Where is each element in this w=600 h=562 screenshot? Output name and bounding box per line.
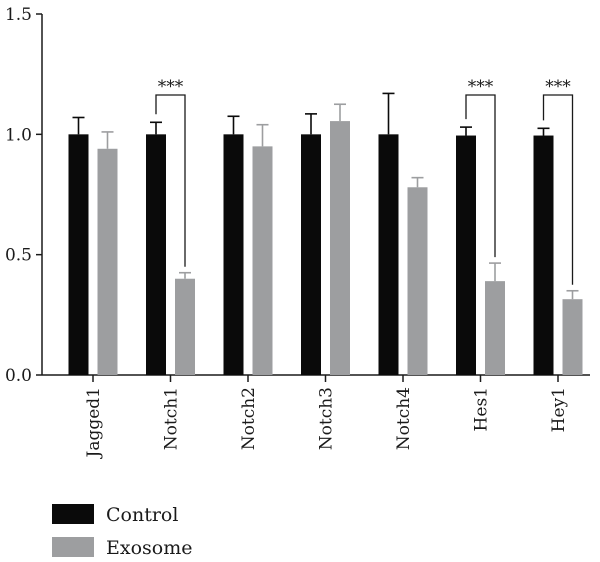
x-tick-label: Jagged1 [84,387,104,459]
bar-exosome [407,187,428,375]
legend-swatch-exosome [52,537,94,557]
x-tick-label: Notch2 [239,387,259,450]
bar-control [301,134,321,375]
y-tick-label: 0.0 [5,366,32,386]
significance-markers: *** *** *** [155,77,574,285]
legend-label-control: Control [106,504,178,526]
significance-bracket [465,94,496,258]
bar-control [456,135,476,375]
bar-exosome [252,146,273,375]
bar-exosome [330,121,350,375]
bar-control [146,134,166,375]
significance-label: *** [468,77,494,97]
x-tick-label: Notch4 [394,387,414,450]
bar-exosome [562,299,583,375]
y-tick-label: 1.0 [5,125,32,145]
y-tick-label: 0.5 [5,246,32,266]
bars [68,121,583,375]
bar-exosome [97,148,118,375]
x-tick-label: Notch3 [317,387,337,450]
x-tick-label: Notch1 [162,387,182,450]
bar-exosome [175,278,195,375]
bar-control [533,135,554,375]
significance-label: *** [545,77,571,97]
legend-swatch-control [52,504,94,524]
error-bars [72,92,579,300]
significance-label: *** [158,77,184,97]
x-tick-label: Hes1 [472,387,492,431]
bar-control [68,134,89,375]
y-tick-label: 1.5 [5,5,32,25]
bar-control [378,134,399,375]
bar-exosome [485,281,505,375]
category-labels: Jagged1 Notch1 Notch2 Notch3 Notch4 Hes1 Hey1 [84,387,569,459]
legend-label-exosome: Exosome [106,537,192,559]
bar-control [223,134,244,375]
significance-bracket [155,94,186,267]
x-tick-label: Hey1 [549,387,569,432]
significance-bracket [542,94,574,285]
legend: Control Exosome [52,504,192,559]
